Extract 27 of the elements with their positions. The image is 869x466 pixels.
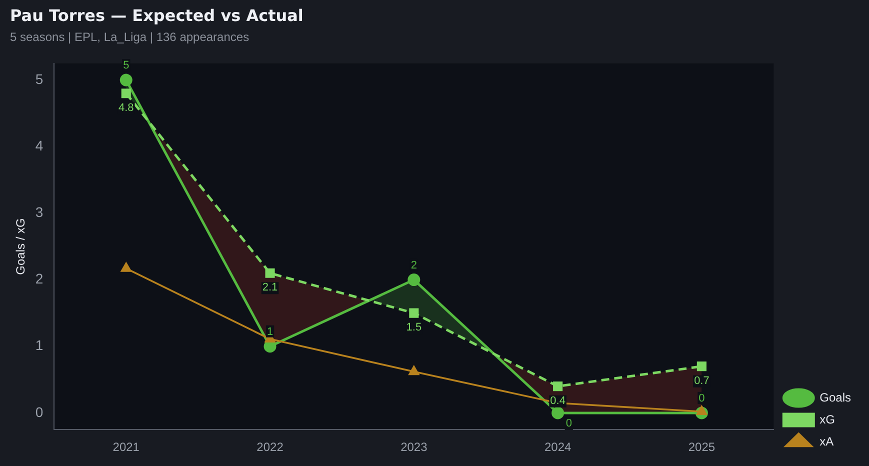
data-label: 0 [698,392,705,404]
x-tick-label: 2022 [256,440,284,454]
legend-label: xG [820,412,835,426]
y-tick-label: 1 [35,337,44,354]
data-label: 5 [123,60,130,72]
data-label: 1 [266,326,274,338]
data-label: 0.7 [694,374,710,387]
y-tick-label: 0 [35,404,44,420]
x-tick-label: 2021 [112,440,140,454]
x-tick-label: 2025 [688,440,716,454]
data-label: 0.4 [550,394,566,407]
data-label: 2 [410,259,417,272]
y-tick-label: 4 [35,137,44,154]
data-label: 1.5 [406,322,422,334]
chart-subtitle: 5 seasons | EPL, La_Liga | 136 appearances [10,30,250,44]
y-tick-label: 2 [35,270,44,287]
data-label: 2.1 [262,282,278,294]
y-tick-label: 5 [35,70,44,87]
data-label: 4.8 [118,102,134,114]
y-tick-label: 3 [35,204,44,220]
chart-title: Pau Torres — Expected vs Actual [10,6,304,25]
data-label: 0 [566,417,572,430]
legend-label: xA [820,434,834,448]
x-tick-label: 2024 [544,440,572,454]
legend-label: Goals [820,390,852,404]
x-tick-label: 2023 [400,440,428,454]
y-axis-title: Goals / xG [14,218,28,275]
